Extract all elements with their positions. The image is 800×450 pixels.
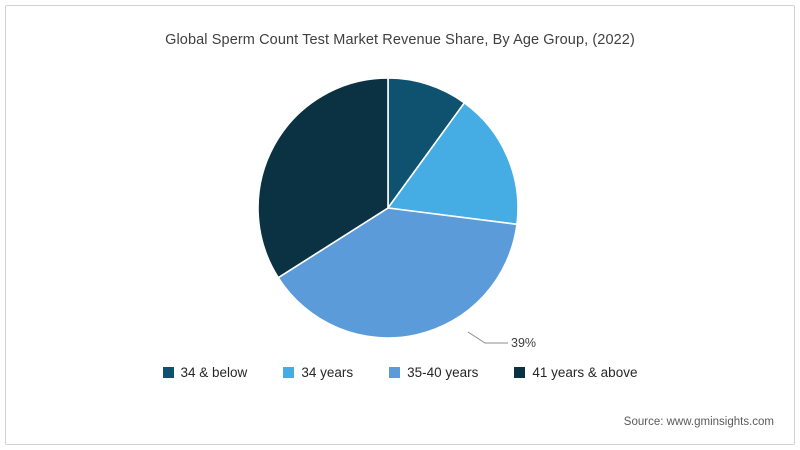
legend-item-label: 35-40 years <box>407 365 479 380</box>
legend-swatch-icon <box>283 367 295 378</box>
legend-swatch-icon <box>162 367 174 378</box>
source-note: Source: www.gminsights.com <box>623 416 774 428</box>
legend-item[interactable]: 41 years & above <box>514 365 637 380</box>
legend-swatch-icon <box>514 367 526 378</box>
slice-value-label: 39% <box>511 336 536 350</box>
pie-chart: 39% <box>255 75 545 350</box>
pie-chart-svg: 39% <box>257 77 536 350</box>
legend-swatch-icon <box>389 367 401 378</box>
legend-item-label: 34 years <box>301 365 354 380</box>
pie-slice-group <box>257 77 519 339</box>
chart-legend: 34 & below 34 years 35-40 years 41 years & … <box>0 365 800 380</box>
legend-item-label: 41 years & above <box>532 365 638 380</box>
pie-callout-group: 39% <box>467 331 536 350</box>
pie-slice[interactable] <box>386 101 519 226</box>
pie-slice[interactable] <box>387 77 466 211</box>
legend-item[interactable]: 34 & below <box>162 365 248 380</box>
legend-item[interactable]: 34 years <box>283 365 353 380</box>
legend-item[interactable]: 35-40 years <box>389 365 478 380</box>
legend-item-label: 34 & below <box>180 365 248 380</box>
callout-leader-line <box>467 331 508 344</box>
pie-slice[interactable] <box>257 77 389 279</box>
page-title: Global Sperm Count Test Market Revenue S… <box>165 32 635 48</box>
